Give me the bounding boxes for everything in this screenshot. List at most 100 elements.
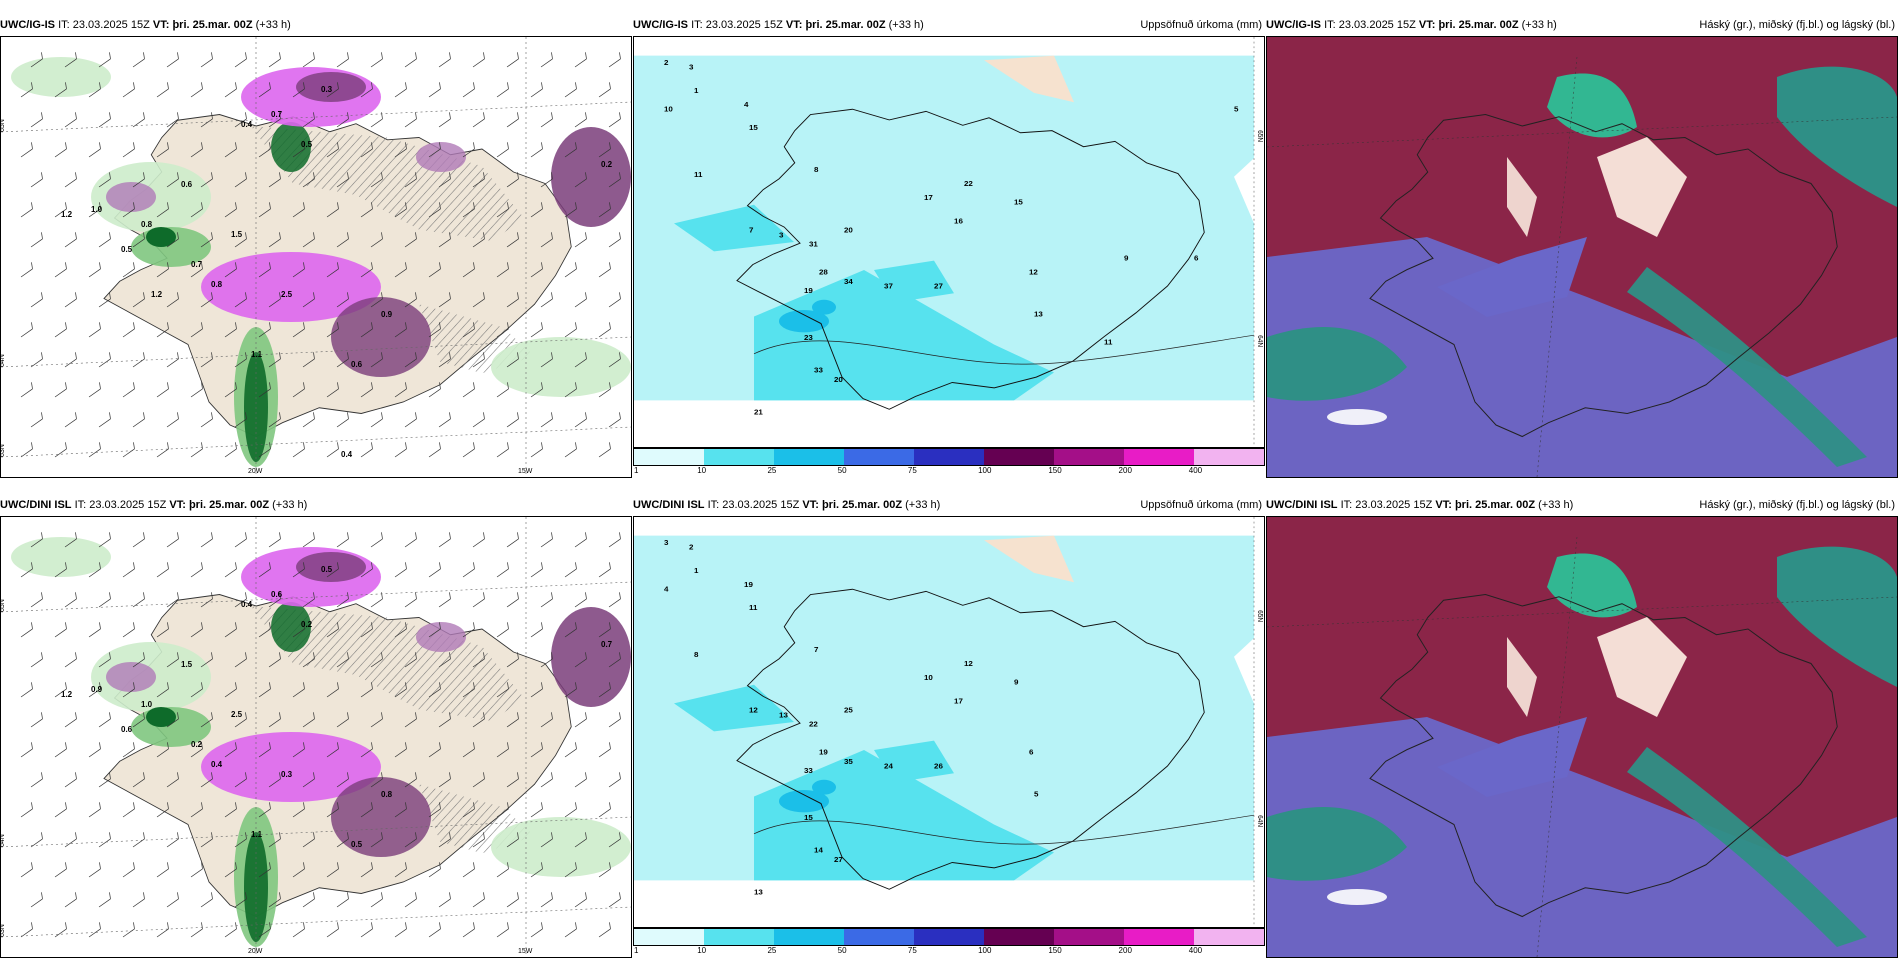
wind-barb [360, 442, 373, 458]
precip-value-label: 1.0 [91, 205, 103, 214]
wind-barb [598, 142, 611, 158]
wind-barb [574, 772, 587, 788]
wind-barb [30, 532, 43, 548]
coastline [736, 108, 1205, 410]
accum-value-label: 15 [804, 813, 814, 822]
accum-value-label: 12 [749, 706, 758, 715]
wind-barb [268, 652, 281, 668]
wind-barb [598, 922, 611, 938]
precip-value-label: 1.2 [151, 290, 163, 299]
wind-barb [234, 412, 247, 428]
wind-barb [54, 442, 67, 458]
legend-swatch [914, 449, 984, 465]
wind-barb [88, 742, 101, 758]
wind-barb [98, 52, 111, 68]
map-svg [1267, 37, 1897, 477]
precip-value-label: 1.0 [141, 700, 153, 709]
wind-barb [608, 892, 621, 908]
wind-barb [540, 52, 553, 68]
accum-value-label: 8 [694, 650, 699, 659]
clear-area [1597, 617, 1687, 717]
wind-barb [404, 892, 417, 908]
precip-value-label: 0.6 [271, 590, 283, 599]
wind-barb [292, 142, 305, 158]
wind-barb [190, 262, 203, 278]
wind-barb [88, 682, 101, 698]
wind-barb [462, 622, 475, 638]
wind-barb [98, 232, 111, 248]
accum-value-label: 23 [804, 333, 814, 342]
wind-barb [360, 202, 373, 218]
wind-barb [404, 832, 417, 848]
wind-barb [88, 622, 101, 638]
wind-barb [462, 142, 475, 158]
wind-barb [190, 202, 203, 218]
wind-barb [200, 112, 213, 128]
accum-value-label: 21 [754, 408, 764, 417]
panel-0-accumulated-precip: UWC/IG-IS IT: 23.03.2025 15Z VT: þri. 25… [633, 14, 1265, 478]
wind-barb [88, 862, 101, 878]
accum-value-label: 35 [844, 757, 854, 766]
wind-barb [360, 82, 373, 98]
wind-barb [564, 802, 577, 818]
wind-barb [64, 772, 77, 788]
wind-barb [302, 352, 315, 368]
wind-barb [326, 802, 339, 818]
wind-barb [462, 682, 475, 698]
wind-barb [64, 292, 77, 308]
wind-barb [54, 682, 67, 698]
legend-tick-label: 1 [634, 466, 639, 475]
accum-value-label: 3 [779, 231, 784, 240]
accum-value-label: 16 [954, 217, 964, 226]
wind-barb [88, 922, 101, 938]
longitude-label: 20W [248, 948, 263, 955]
wind-barb [122, 562, 135, 578]
wind-barb [268, 832, 281, 848]
wind-barb [394, 82, 407, 98]
accum-value-label: 11 [1104, 338, 1113, 347]
wind-barb [122, 802, 135, 818]
legend-tick-label: 400 [1188, 466, 1203, 475]
wind-barb [166, 532, 179, 548]
wind-barb [462, 802, 475, 818]
model-name: UWC/DINI ISL [0, 499, 72, 511]
mid-cloud-field [1267, 237, 1897, 477]
wind-barb [54, 262, 67, 278]
wind-barb [166, 232, 179, 248]
map-svg: 20W 15W 65N 64N 63N 0.5 0.6 0.4 0.2 1.5 1.0 0.9 1.2 2… [1, 517, 631, 957]
wind-barb [224, 742, 237, 758]
wind-barb [292, 802, 305, 818]
wind-barb [156, 322, 169, 338]
wind-barb [608, 52, 621, 68]
wind-barb [156, 202, 169, 218]
lead-time: (+33 h) [1538, 499, 1574, 511]
wind-barb [268, 292, 281, 308]
it-label: IT: [1340, 499, 1353, 511]
legend-tick-label: 75 [907, 466, 917, 475]
wind-barb [540, 172, 553, 188]
wind-barb [258, 442, 271, 458]
wind-barb [360, 262, 373, 278]
wind-barb [132, 532, 145, 548]
wind-barb [496, 562, 509, 578]
precip-value-label: 0.4 [241, 600, 253, 609]
wind-barb [88, 202, 101, 218]
map-area [1266, 516, 1898, 958]
legend-tick-label: 100 [978, 946, 992, 955]
wind-barb [598, 562, 611, 578]
wind-barb [64, 352, 77, 368]
panel-title: UWC/IG-IS IT: 23.03.2025 15Z VT: þri. 25… [633, 14, 1265, 36]
wind-barb [64, 892, 77, 908]
wind-barb [574, 292, 587, 308]
wind-barb [496, 922, 509, 938]
wind-barb [394, 442, 407, 458]
wind-barb [370, 652, 383, 668]
accum-value-label: 5 [1034, 790, 1039, 799]
wind-barb [540, 232, 553, 248]
wind-barb [404, 172, 417, 188]
it-label: IT: [1324, 19, 1336, 31]
wind-barb [506, 172, 519, 188]
wind-barb [200, 892, 213, 908]
wind-barb [258, 862, 271, 878]
wind-barb [156, 562, 169, 578]
